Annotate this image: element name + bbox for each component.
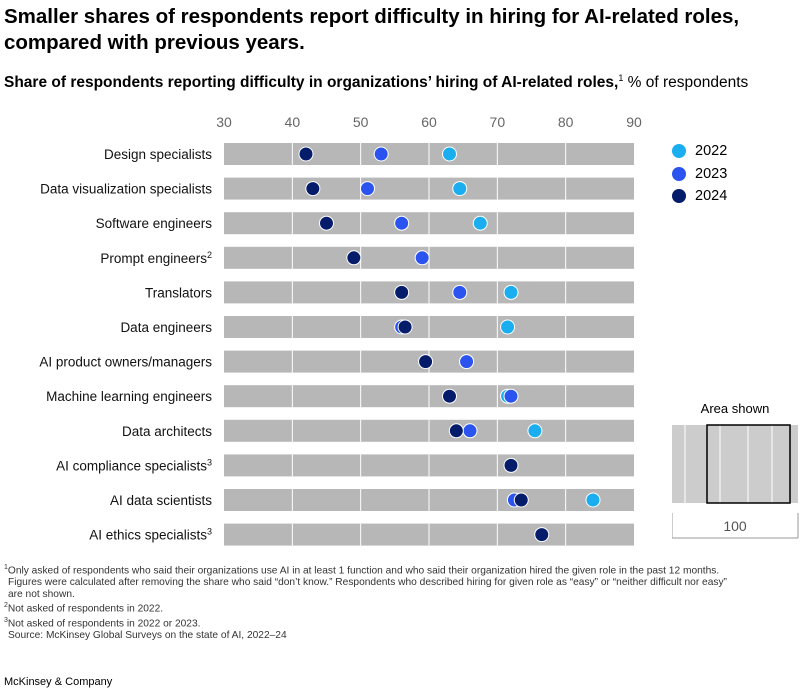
category-footnote-marker: 3 [207, 457, 212, 467]
data-point-2023 [462, 423, 478, 439]
data-point-2022 [527, 423, 543, 439]
data-point-2023 [373, 146, 389, 162]
data-point-2024 [298, 146, 314, 162]
brand-name: McKinsey & Company [4, 676, 113, 688]
chart-subtitle: Share of respondents reporting difficult… [4, 73, 748, 92]
category-label: Data visualization specialists [40, 182, 212, 197]
category-label-text: Machine learning engineers [46, 389, 212, 404]
data-point-2024 [503, 457, 519, 473]
data-point-2023 [503, 388, 519, 404]
category-label-text: Software engineers [96, 216, 213, 231]
category-label-text: Translators [145, 285, 212, 300]
x-tick-label: 60 [421, 114, 437, 130]
legend-marker-2022 [672, 144, 686, 159]
category-footnote-marker: 2 [207, 250, 212, 260]
data-point-2024 [305, 181, 321, 197]
footnote-2: 2Not asked of respondents in 2022. [4, 600, 806, 615]
data-point-2024 [513, 492, 529, 508]
category-label-text: AI compliance specialists [56, 458, 207, 473]
inset-title: Area shown [700, 401, 770, 416]
category-label: Prompt engineers2 [100, 250, 212, 266]
category-label: Data engineers [120, 320, 212, 335]
data-point-2022 [472, 215, 488, 231]
data-point-2024 [448, 423, 464, 439]
data-point-2023 [452, 284, 468, 300]
data-point-2024 [534, 527, 550, 543]
footnote-1-marker: 1 [4, 564, 8, 571]
dot-plot: 30 40 50 60 70 80 90 Design specialists Data vis… [39, 114, 642, 546]
data-point-2022 [500, 319, 516, 335]
category-label-text: AI ethics specialists [89, 528, 207, 543]
x-tick-label: 50 [353, 114, 369, 130]
footnote-3-text: Not asked of respondents in 2022 or 2023… [7, 618, 201, 630]
data-point-2022 [452, 181, 468, 197]
data-point-2022 [442, 146, 457, 162]
data-point-2022 [585, 492, 601, 508]
legend-label-2023: 2023 [695, 165, 728, 182]
data-point-2024 [394, 284, 410, 300]
footnote-1: 1Only asked of respondents who said thei… [4, 562, 806, 577]
legend-item-2023: 2023 [672, 163, 727, 186]
x-tick-label: 70 [490, 114, 506, 130]
data-point-2024 [418, 354, 434, 370]
data-point-2023 [394, 215, 410, 231]
legend-marker-2023 [672, 166, 686, 181]
footnote-3-marker: 3 [4, 617, 8, 625]
footnote-2-marker: 2 [4, 602, 8, 610]
legend-label-2024: 2024 [695, 188, 728, 205]
x-tick-label: 40 [285, 114, 301, 130]
category-label: AI compliance specialists3 [56, 457, 212, 473]
category-label-text: Data engineers [120, 320, 212, 335]
chart-title: Smaller shares of respondents report dif… [4, 5, 740, 54]
data-point-2024 [346, 250, 362, 266]
footnote-3: 3Not asked of respondents in 2022 or 202… [4, 615, 806, 630]
footnote-1-line-3: are not shown. [8, 588, 75, 600]
subtitle-bold: Share of respondents reporting difficult… [4, 74, 619, 92]
category-label-text: Prompt engineers [100, 251, 207, 266]
inset-highlight-box [706, 424, 791, 504]
category-label: Machine learning engineers [46, 389, 212, 404]
footnote-2-text: Not asked of respondents in 2022. [7, 603, 164, 615]
category-footnote-marker: 3 [207, 527, 212, 537]
category-label: AI ethics specialists3 [89, 527, 212, 543]
area-shown-inset [672, 424, 799, 539]
footnotes: 1Only asked of respondents who said thei… [4, 562, 806, 642]
footnote-1-line-2: Figures were calculated after removing t… [8, 576, 727, 588]
x-tick-label: 80 [558, 114, 574, 130]
inset-background [672, 425, 798, 503]
category-label-text: AI data scientists [110, 493, 212, 508]
x-tick-label: 30 [216, 114, 232, 130]
inset-scale-value: 100 [723, 518, 747, 534]
category-label-text: AI product owners/managers [39, 355, 212, 370]
legend: 2022 2023 2024 [672, 140, 727, 208]
legend-label-2022: 2022 [695, 143, 728, 160]
source-note: Source: McKinsey Global Surveys on the s… [8, 630, 287, 642]
data-point-2022 [503, 284, 519, 300]
category-label-text: Data visualization specialists [40, 182, 212, 197]
data-point-2024 [319, 215, 334, 231]
subtitle-unit: % of respondents [623, 74, 749, 92]
data-point-2023 [414, 250, 430, 266]
category-label-text: Design specialists [104, 147, 212, 162]
legend-marker-2024 [672, 189, 686, 204]
category-label-text: Data architects [122, 424, 212, 439]
category-label: Translators [145, 285, 212, 300]
data-point-2023 [360, 181, 375, 197]
subtitle-footnote-marker: 1 [618, 73, 624, 83]
data-point-2023 [459, 354, 475, 370]
category-label: Software engineers [96, 216, 213, 231]
x-tick-label: 90 [626, 114, 642, 130]
legend-item-2024: 2024 [672, 185, 727, 208]
footnote-1-line-1: Only asked of respondents who said their… [7, 565, 720, 577]
category-label: AI data scientists [110, 493, 212, 508]
data-point-2024 [442, 388, 457, 404]
data-point-2024 [397, 319, 413, 335]
legend-item-2022: 2022 [672, 140, 727, 163]
category-label: Data architects [122, 424, 212, 439]
category-label: Design specialists [104, 147, 212, 162]
category-label: AI product owners/managers [39, 355, 212, 370]
